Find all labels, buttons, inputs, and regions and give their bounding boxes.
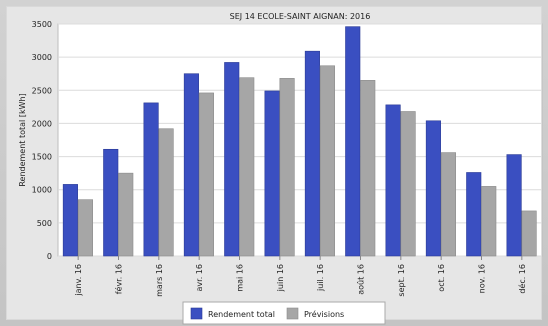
bars: [62, 26, 537, 257]
y-tick-label: 3000: [32, 53, 52, 62]
y-tick-label: 1500: [32, 153, 52, 162]
legend: Rendement total Prévisions: [182, 301, 386, 325]
bar-previsions: [279, 78, 295, 257]
bar-previsions: [158, 128, 174, 257]
y-tick-label: 2500: [32, 86, 52, 95]
bar-rendement: [183, 73, 199, 257]
bar-previsions: [360, 80, 376, 257]
bar-rendement: [103, 148, 119, 257]
bar-previsions: [319, 65, 335, 257]
legend-label: Rendement total: [208, 310, 275, 319]
bar-rendement: [304, 50, 320, 257]
legend-swatch: [190, 307, 203, 320]
bar-previsions: [400, 111, 416, 257]
y-tick-label: 3500: [32, 20, 52, 29]
chart-title: SEJ 14 ECOLE-SAINT AIGNAN: 2016: [230, 12, 371, 21]
y-tick-label: 500: [37, 219, 52, 228]
legend-swatch: [286, 307, 299, 320]
bar-rendement: [224, 62, 240, 257]
bar-rendement: [62, 184, 78, 257]
bar-rendement: [425, 120, 441, 257]
x-tick-label: mai 16: [236, 264, 245, 292]
y-tick-label: 1000: [32, 186, 52, 195]
x-tick-label: avr. 16: [195, 264, 204, 291]
bar-previsions: [77, 199, 93, 257]
plot-area: [57, 23, 543, 257]
x-tick-label: nov. 16: [478, 264, 487, 293]
gridlines: [57, 23, 543, 257]
bar-rendement: [385, 104, 401, 257]
bar-previsions: [118, 172, 134, 257]
bar-rendement: [264, 90, 280, 257]
x-axis-ticks: janv. 16 févr. 16 mars 16 avr. 16 mai 16 juin…: [74, 256, 527, 297]
x-tick-label: sept. 16: [397, 264, 406, 297]
x-tick-label: août 16: [357, 264, 366, 295]
x-tick-label: juil. 16: [316, 264, 325, 292]
bar-previsions: [239, 77, 255, 257]
x-tick-label: déc. 16: [517, 264, 527, 294]
x-tick-label: févr. 16: [114, 264, 124, 294]
legend-box: [182, 301, 386, 325]
x-tick-label: mars 16: [155, 264, 164, 297]
bar-rendement: [466, 172, 482, 257]
x-tick-label: juin 16: [276, 264, 285, 292]
bar-previsions: [440, 152, 456, 257]
y-tick-label: 2000: [32, 119, 52, 128]
legend-label: Prévisions: [304, 309, 344, 319]
x-tick-label: janv. 16: [74, 264, 83, 297]
x-tick-label: oct. 16: [437, 264, 446, 292]
bar-rendement: [143, 102, 159, 257]
bar-previsions: [521, 210, 537, 257]
bar-previsions: [481, 186, 497, 257]
y-axis-title: Rendement total [kWh]: [18, 93, 27, 186]
bar-previsions: [198, 92, 214, 257]
bar-rendement: [506, 154, 522, 257]
y-tick-label: 0: [47, 252, 52, 261]
y-axis-ticks: 0 500 1000 1500 2000 2500 3000 3500: [32, 20, 52, 261]
bar-rendement: [345, 26, 361, 257]
